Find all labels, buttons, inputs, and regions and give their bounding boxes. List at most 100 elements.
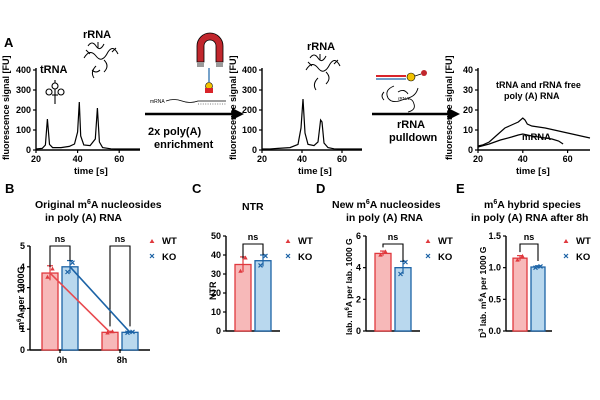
d-ytick-label: 4 bbox=[356, 263, 361, 273]
label-rrna-2: rRNA bbox=[307, 41, 335, 53]
e-title-line1: m6A hybrid species bbox=[484, 199, 581, 211]
b-bar-ko-0h bbox=[61, 266, 79, 351]
e-bar-ko bbox=[530, 266, 546, 332]
b-bar-wt-0h bbox=[41, 272, 59, 351]
panel-letter-b: B bbox=[5, 181, 14, 196]
d-bar-wt bbox=[374, 252, 392, 332]
step-pulldown: rRNA rRNA pulldown bbox=[372, 70, 460, 144]
c-sig-label: ns bbox=[248, 232, 259, 242]
b-point-wt bbox=[105, 330, 110, 335]
c-legend-ko-label: KO bbox=[298, 252, 312, 263]
b-ylabel: m6A per 1000G bbox=[16, 266, 26, 330]
b-sig-label: ns bbox=[55, 234, 66, 244]
a3-xtick-label: 60 bbox=[563, 154, 573, 164]
a3-ytick-label: 10 bbox=[463, 125, 473, 135]
d-sig-bracket bbox=[382, 243, 404, 262]
d-legend-wt-marker bbox=[425, 239, 431, 243]
e-legend-ko-label: KO bbox=[576, 252, 590, 263]
c-sig-bracket bbox=[242, 243, 264, 259]
mrna-strand-label: mRNA bbox=[150, 99, 165, 105]
label-free-1: tRNA and rRNA free bbox=[496, 80, 581, 90]
b-bar-wt-8h bbox=[101, 331, 119, 351]
magnet-icon bbox=[196, 32, 224, 93]
b-title-line1: Original m6A nucleosides bbox=[35, 199, 162, 211]
chart-d: 0 2 4 6 ns bbox=[356, 231, 420, 336]
d-point-ko bbox=[403, 259, 408, 265]
d-ytick-label: 2 bbox=[356, 294, 361, 304]
b-ytick-label: 0 bbox=[20, 345, 25, 355]
c-title: NTR bbox=[242, 201, 264, 213]
a1-xtick-label: 20 bbox=[31, 154, 41, 164]
a3-ytick-label: 20 bbox=[463, 105, 473, 115]
a2-xtick-label: 20 bbox=[257, 154, 267, 164]
d-ytick-label: 6 bbox=[356, 231, 361, 241]
panel-letter-e: E bbox=[456, 181, 465, 196]
e-point-wt bbox=[520, 253, 525, 258]
a2-xlabel: time [s] bbox=[298, 166, 332, 177]
a3-ytick-label: 40 bbox=[463, 65, 473, 75]
a3-ylabel: fluorescence signal [FU] bbox=[444, 55, 454, 160]
c-bar-ko bbox=[254, 260, 272, 332]
b-sig-bracket bbox=[49, 245, 71, 268]
b-sig-label: ns bbox=[115, 234, 126, 244]
b-sig-bracket bbox=[109, 245, 131, 327]
a3-xlabel: time [s] bbox=[516, 166, 550, 177]
rrna-icon-2 bbox=[305, 54, 341, 91]
d-point-wt bbox=[383, 249, 388, 254]
b-ytick-label: 2 bbox=[20, 303, 25, 313]
b-xtick-label: 8h bbox=[117, 355, 128, 365]
c-ytick-label: 20 bbox=[211, 288, 221, 298]
b-point-wt bbox=[45, 274, 50, 279]
b-legend-wt-marker bbox=[149, 239, 155, 243]
b-ytick-label: 1 bbox=[20, 324, 25, 334]
d-legend-wt-label: WT bbox=[438, 236, 453, 247]
legend-b: WT KO bbox=[149, 236, 177, 263]
rrna-icon-1 bbox=[83, 42, 119, 79]
c-point-ko bbox=[258, 263, 263, 268]
c-ytick-label: 30 bbox=[211, 269, 221, 279]
a1-xtick-label: 40 bbox=[73, 154, 83, 164]
a1-ytick-label: 200 bbox=[16, 105, 31, 115]
label-rrna: rRNA bbox=[83, 29, 111, 41]
c-point-wt bbox=[243, 255, 248, 260]
a1-xtick-label: 60 bbox=[114, 154, 124, 164]
a2-ytick-label: 200 bbox=[242, 105, 257, 115]
a3-ytick-label: 0 bbox=[468, 145, 473, 155]
d-ylabel: lab. m6A per lab. 1000 G bbox=[344, 238, 354, 335]
arrow-2-head bbox=[448, 108, 460, 120]
d-point-ko bbox=[398, 271, 403, 277]
e-ytick-label: 0.5 bbox=[488, 294, 501, 304]
b-trend-ko bbox=[69, 266, 131, 333]
e-ylabel: D3 lab. m6A per 1000 G bbox=[478, 246, 488, 338]
a2-ytick-label: 300 bbox=[242, 85, 257, 95]
legend-c: WT KO bbox=[285, 236, 313, 263]
c-ytick-label: 50 bbox=[211, 231, 221, 241]
a2-ylabel: fluorescence signal [FU] bbox=[228, 55, 238, 160]
trna-icon bbox=[45, 80, 65, 104]
step2-line2: pulldown bbox=[389, 132, 438, 144]
a2-xtick-label: 60 bbox=[337, 154, 347, 164]
d-sig-label: ns bbox=[388, 232, 399, 242]
a2-xtick-label: 40 bbox=[297, 154, 307, 164]
e-legend-wt-label: WT bbox=[576, 236, 591, 247]
c-ytick-label: 40 bbox=[211, 250, 221, 260]
pulldown-icon: rRNA bbox=[376, 70, 427, 113]
a1-ytick-label: 100 bbox=[16, 125, 31, 135]
a3-trace-total bbox=[477, 117, 591, 147]
e-bar-wt bbox=[512, 257, 528, 332]
b-ytick-label: 5 bbox=[20, 241, 25, 251]
panel-letter-d: D bbox=[316, 181, 325, 196]
d-legend-ko-label: KO bbox=[438, 252, 452, 263]
a2-ytick-label: 100 bbox=[242, 125, 257, 135]
a1-trace-trace bbox=[35, 101, 140, 150]
e-title-line2: in poly (A) RNA after 8h bbox=[471, 212, 588, 224]
d-title-line2: in poly (A) RNA bbox=[346, 212, 423, 224]
rrna-blob-label: rRNA bbox=[398, 96, 409, 101]
b-point-ko bbox=[130, 329, 135, 335]
b-legend-ko-marker bbox=[149, 253, 155, 259]
a2-ytick-label: 400 bbox=[242, 65, 257, 75]
e-point-ko bbox=[538, 263, 543, 269]
step1-line2: enrichment bbox=[154, 139, 214, 151]
e-legend-ko-marker bbox=[563, 253, 569, 259]
